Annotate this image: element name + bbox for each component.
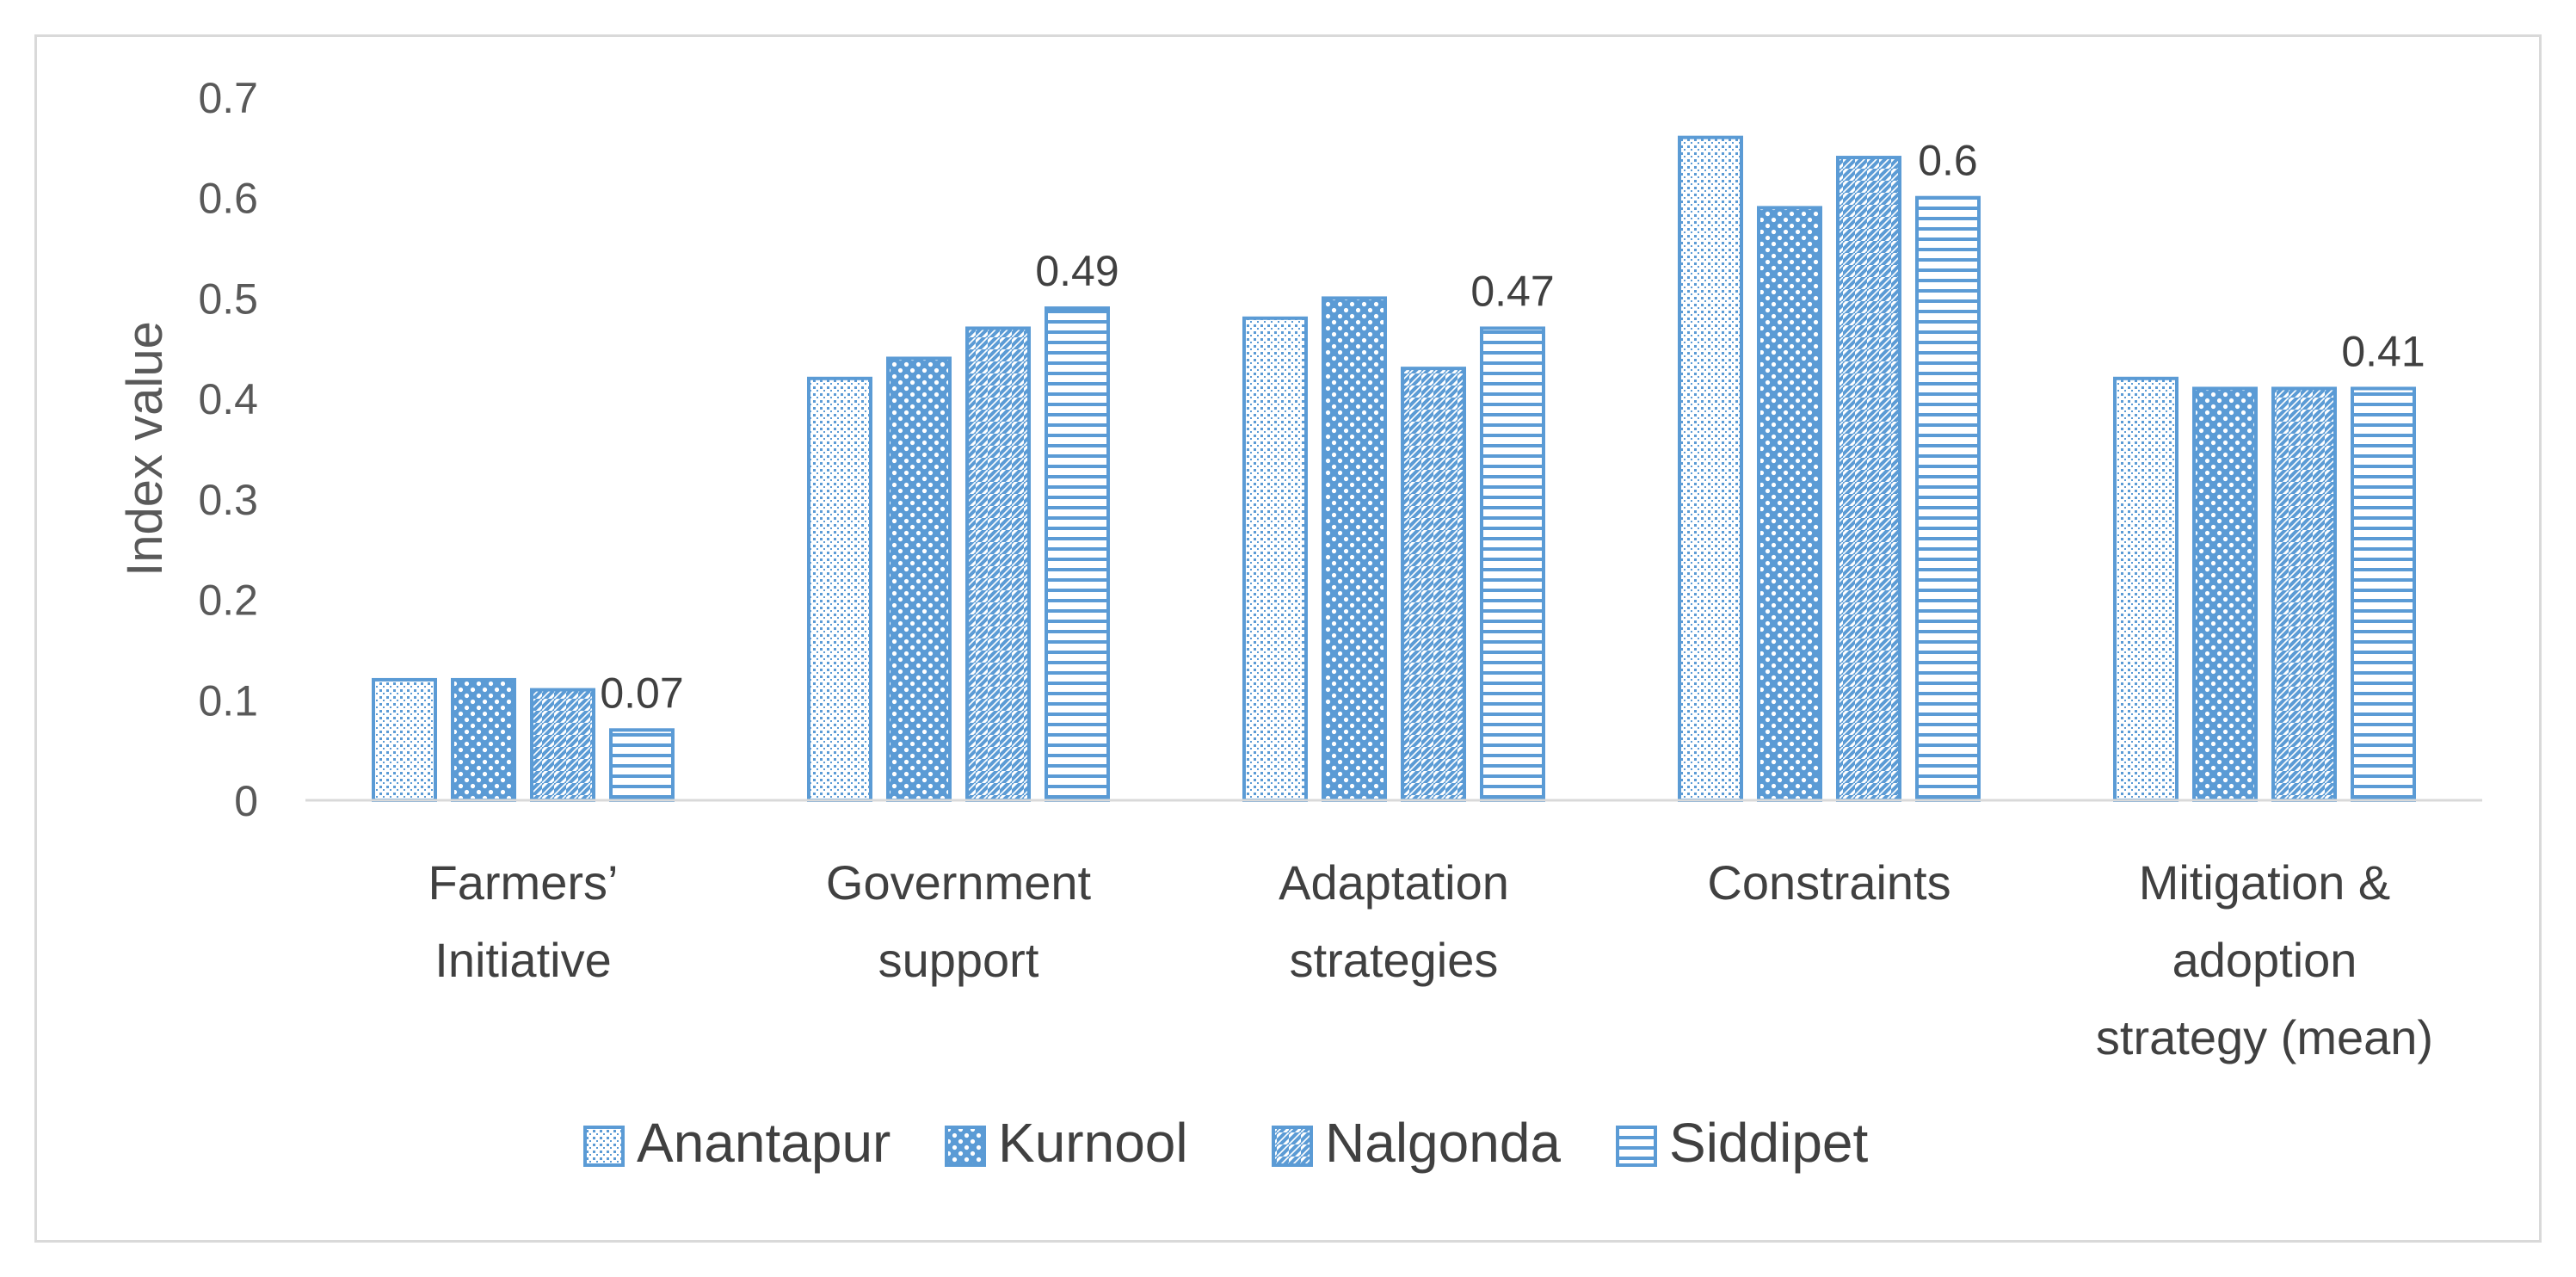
bar-siddipet-4 <box>2351 386 2416 802</box>
x-category-label: strategies <box>1290 933 1499 987</box>
x-category-label: Initiative <box>434 933 611 987</box>
y-axis-label: Index value <box>117 321 173 577</box>
x-category-label: Constraints <box>1707 855 1950 910</box>
legend-label: Anantapur <box>637 1112 891 1174</box>
bar-kurnool-3 <box>1757 206 1822 802</box>
data-label: 0.6 <box>1918 137 1978 185</box>
bar-siddipet-3 <box>1915 195 1981 802</box>
legend-label: Nalgonda <box>1325 1112 1561 1174</box>
x-category-label: support <box>878 933 1039 987</box>
legend-swatch <box>1616 1126 1657 1167</box>
bar-nalgonda-3 <box>1836 156 1901 802</box>
x-category-label: strategy (mean) <box>2096 1010 2433 1064</box>
bar-siddipet-1 <box>1045 306 1110 803</box>
bar-anantapur-2 <box>1242 316 1308 802</box>
y-tick-label: 0.2 <box>198 577 258 625</box>
bar-anantapur-4 <box>2113 376 2179 802</box>
y-tick-label: 0.1 <box>198 676 258 725</box>
legend-item-anantapur: Anantapur <box>583 1112 891 1174</box>
data-label: 0.07 <box>600 669 683 717</box>
bar-anantapur-0 <box>372 677 437 803</box>
x-category-label: Government <box>826 855 1092 910</box>
legend-swatch <box>1272 1126 1313 1167</box>
bar-kurnool-4 <box>2192 386 2258 802</box>
y-tick-label: 0.6 <box>198 175 258 223</box>
legend-item-siddipet: Siddipet <box>1616 1112 1869 1174</box>
y-tick-label: 0.3 <box>198 476 258 524</box>
legend-item-kurnool: Kurnool <box>945 1112 1188 1174</box>
x-category-label: Farmers’ <box>428 855 619 910</box>
data-label: 0.41 <box>2341 327 2425 375</box>
bar-nalgonda-4 <box>2271 386 2337 802</box>
legend-label: Siddipet <box>1669 1112 1869 1174</box>
bar-siddipet-0 <box>609 728 675 802</box>
x-category-label: adoption <box>2172 933 2357 987</box>
bar-nalgonda-2 <box>1401 367 1466 802</box>
x-category-label: Mitigation & <box>2139 855 2391 910</box>
legend-swatch <box>945 1126 986 1167</box>
legend-swatch <box>583 1126 625 1167</box>
bar-kurnool-1 <box>886 356 952 802</box>
bar-nalgonda-0 <box>530 688 595 802</box>
bar-siddipet-2 <box>1480 326 1545 802</box>
legend-item-nalgonda: Nalgonda <box>1272 1112 1561 1174</box>
y-tick-label: 0 <box>234 777 258 825</box>
legend-label: Kurnool <box>998 1112 1188 1174</box>
y-tick-label: 0.7 <box>198 74 258 122</box>
x-category-label: Adaptation <box>1279 855 1509 910</box>
bar-kurnool-0 <box>451 677 516 803</box>
bar-anantapur-1 <box>807 376 872 802</box>
y-tick-label: 0.4 <box>198 375 258 423</box>
data-label: 0.49 <box>1035 247 1119 295</box>
bar-nalgonda-1 <box>965 326 1031 802</box>
bar-anantapur-3 <box>1678 135 1743 802</box>
data-label: 0.47 <box>1470 267 1554 315</box>
bar-kurnool-2 <box>1322 296 1387 802</box>
y-tick-label: 0.5 <box>198 275 258 323</box>
